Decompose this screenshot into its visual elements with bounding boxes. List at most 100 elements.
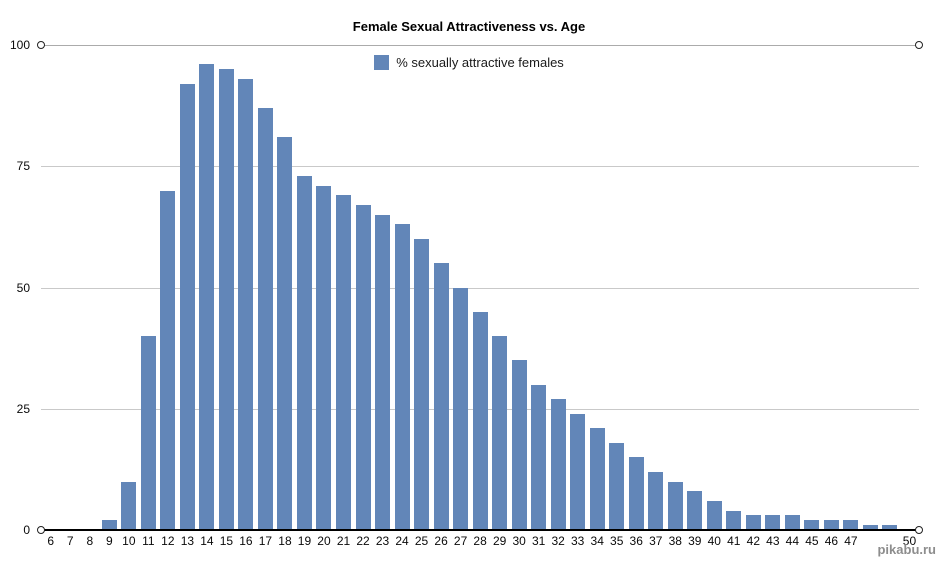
bar-age-16: [238, 78, 254, 530]
bar-age-41: [726, 510, 742, 530]
x-tick-label: 36: [629, 534, 643, 548]
bar-slot: [256, 45, 276, 530]
bar-slot: [861, 45, 881, 530]
bar-age-11: [140, 336, 156, 530]
bar-slot: [705, 45, 725, 530]
bar-slot: [587, 45, 607, 530]
x-tick-label: 37: [649, 534, 663, 548]
bar-age-37: [648, 471, 664, 530]
bar-age-19: [296, 175, 312, 530]
bar-age-10: [121, 481, 137, 530]
axis-endpoint-circle: [37, 526, 45, 534]
x-tick-label: 30: [512, 534, 526, 548]
x-tick-label: 7: [66, 534, 74, 548]
x-tick-label: 23: [375, 534, 390, 548]
x-tick-label: 34: [590, 534, 604, 548]
bar-age-35: [609, 442, 625, 530]
bar-age-32: [550, 399, 566, 530]
bar-slot: [744, 45, 764, 530]
bar-age-25: [414, 239, 430, 530]
bar-slot: [295, 45, 315, 530]
bar-age-34: [589, 428, 605, 530]
bar-age-28: [472, 311, 488, 530]
x-tick-label: 35: [610, 534, 624, 548]
bar-slot: [470, 45, 490, 530]
bar-slot: [880, 45, 900, 530]
chart-title: Female Sexual Attractiveness vs. Age: [352, 19, 586, 34]
x-tick-label: 14: [200, 534, 214, 548]
bar-slot: [236, 45, 256, 530]
y-tick-label: 100: [9, 38, 30, 52]
x-tick-label: 21: [336, 534, 351, 548]
bar-slot: [626, 45, 646, 530]
bar-slot: [802, 45, 822, 530]
bar-age-29: [492, 336, 508, 530]
bar-slot: [685, 45, 705, 530]
x-tick-label: 44: [785, 534, 800, 548]
bar-slot: [509, 45, 529, 530]
x-tick-label: 46: [824, 534, 839, 548]
bar-slot: [900, 45, 920, 530]
x-tick-label: 17: [258, 534, 273, 548]
bar-slot: [334, 45, 354, 530]
x-tick-label: 50: [902, 534, 917, 548]
bar-age-27: [453, 287, 469, 530]
x-tick-label: 47: [844, 534, 858, 548]
bar-slot: [431, 45, 451, 530]
bar-age-39: [687, 491, 703, 530]
x-tick-label: 33: [571, 534, 585, 548]
bar-slot: [314, 45, 334, 530]
bar-slot: [607, 45, 627, 530]
bar-age-26: [433, 263, 449, 530]
bar-age-45: [804, 520, 820, 530]
bar-age-44: [784, 515, 800, 530]
bar-slot: [841, 45, 861, 530]
x-tick-label: 25: [414, 534, 429, 548]
x-tick-label: 41: [727, 534, 741, 548]
x-tick-label: 9: [105, 534, 113, 548]
bar-slot: [139, 45, 159, 530]
x-tick-label: 15: [219, 534, 234, 548]
bar-slot: [100, 45, 120, 530]
bar-age-20: [316, 185, 332, 530]
gridline-75: [41, 166, 919, 168]
bar-age-36: [628, 457, 644, 530]
bar-series: [41, 45, 919, 530]
x-tick-label: 16: [239, 534, 253, 548]
bar-age-42: [745, 515, 761, 530]
x-tick-label: 28: [473, 534, 487, 548]
y-axis-labels: 0 25 50 75 100: [0, 0, 33, 561]
x-tick-label: 39: [688, 534, 702, 548]
legend-label: % sexually attractive females: [396, 55, 564, 70]
bar-age-30: [511, 360, 527, 530]
bar-slot: [119, 45, 139, 530]
x-tick-label: 8: [86, 534, 94, 548]
gridline-50: [41, 287, 919, 289]
watermark: pikabu.ru: [877, 542, 936, 557]
bar-slot: [392, 45, 412, 530]
bar-slot: [783, 45, 803, 530]
x-axis-labels: 6 7 8 9 10 11 12 13 14 15 16 17 18 19 20 21 22 23 24 25 26 27…: [41, 534, 919, 548]
bar-age-15: [218, 69, 234, 530]
x-tick-label: 11: [142, 534, 155, 548]
bar-age-33: [570, 413, 586, 530]
bar-slot: [158, 45, 178, 530]
x-tick-label: 29: [492, 534, 507, 548]
x-tick-label: 38: [668, 534, 682, 548]
bar-slot: [412, 45, 432, 530]
bar-slot: [373, 45, 393, 530]
gridline-100: [41, 45, 919, 46]
bar-age-18: [277, 137, 293, 530]
bar-age-14: [199, 64, 215, 530]
bar-age-17: [257, 108, 273, 530]
bar-slot: [529, 45, 549, 530]
x-axis-line: [41, 529, 919, 531]
axis-endpoint-circle: [915, 41, 923, 49]
bar-slot: [178, 45, 198, 530]
bar-slot: [568, 45, 588, 530]
bar-slot: [666, 45, 686, 530]
bar-age-24: [394, 224, 410, 530]
x-tick-label: 24: [395, 534, 409, 548]
bar-age-48: [862, 525, 878, 530]
